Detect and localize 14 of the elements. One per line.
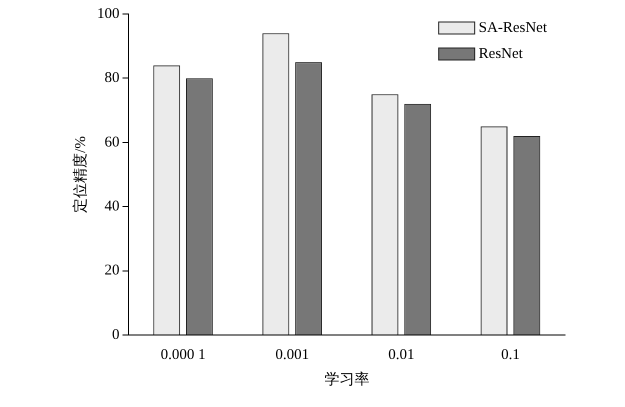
x-tick-label: 0.01 xyxy=(388,346,414,363)
legend-label: ResNet xyxy=(478,46,524,62)
legend-label: SA-ResNet xyxy=(478,20,548,36)
x-tick-label: 0.1 xyxy=(501,346,520,363)
y-tick-label: 20 xyxy=(104,262,120,279)
y-tick-label: 100 xyxy=(97,6,120,22)
y-axis-title: 定位精度/% xyxy=(72,136,89,213)
y-tick-label: 40 xyxy=(104,198,120,215)
y-tick-label: 60 xyxy=(104,134,120,150)
x-tick-label: 0.000 1 xyxy=(160,346,206,363)
y-tick-label: 0 xyxy=(112,326,120,343)
x-tick-label: 0.001 xyxy=(275,346,310,363)
y-tick-label: 80 xyxy=(104,70,120,86)
x-axis-title: 学习率 xyxy=(324,370,370,388)
